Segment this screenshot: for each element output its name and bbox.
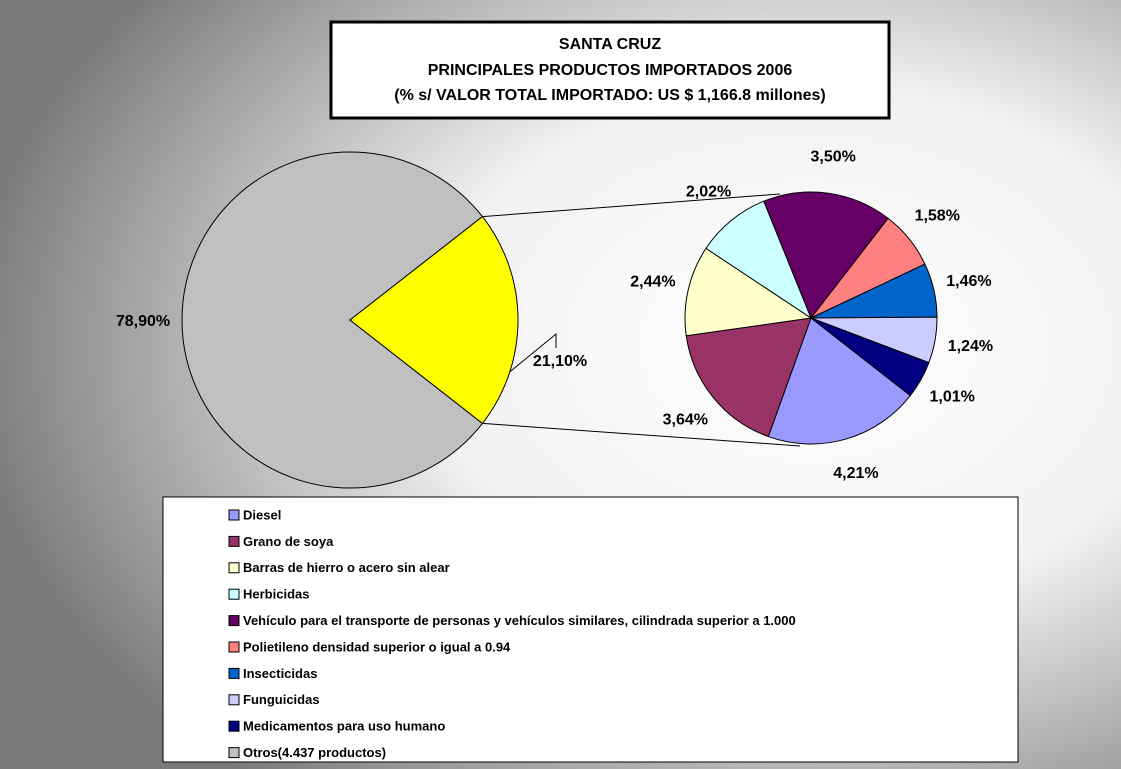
legend-label: Barras de hierro o acero sin alear <box>243 560 450 575</box>
legend-label: Vehículo para el transporte de personas … <box>243 613 796 628</box>
pie-slice <box>763 191 889 319</box>
data-label: 1,01% <box>929 389 974 406</box>
data-label: 78,90% <box>116 313 170 330</box>
data-label: 4,21% <box>833 465 878 482</box>
legend-label: Insecticidas <box>243 666 317 681</box>
legend-swatch <box>228 667 240 679</box>
connector-line <box>482 422 801 447</box>
pie-slice <box>684 247 813 337</box>
legend-swatch <box>228 694 240 706</box>
data-label: 2,02% <box>686 184 731 201</box>
legend-label: Otros(4.437 productos) <box>243 745 386 760</box>
legend-label: Diesel <box>243 507 281 522</box>
pie-slice <box>349 215 519 425</box>
leader-line <box>509 332 557 373</box>
legend-swatch <box>228 535 240 547</box>
chart-title: SANTA CRUZ <box>559 36 661 53</box>
chart-title: PRINCIPALES PRODUCTOS IMPORTADOS 2006 <box>428 62 793 79</box>
data-label: 2,44% <box>630 274 675 291</box>
data-label: 1,24% <box>948 338 993 355</box>
legend-swatch <box>228 720 240 732</box>
legend-swatch <box>228 747 240 759</box>
legend-swatch <box>228 588 240 600</box>
legend-swatch <box>228 562 240 574</box>
legend-label: Funguicidas <box>243 692 320 707</box>
data-label: 3,64% <box>663 411 708 428</box>
pie-slice <box>705 200 813 320</box>
legend-swatch <box>228 641 240 653</box>
legend-label: Grano de soya <box>243 534 334 549</box>
legend-swatch <box>228 615 240 627</box>
legend-box <box>162 496 1019 763</box>
title-box <box>329 20 891 120</box>
pie-slice <box>810 317 930 397</box>
chart-title: (% s/ VALOR TOTAL IMPORTADO: US $ 1,166.… <box>394 87 825 104</box>
connector-line <box>482 193 781 218</box>
data-label: 1,46% <box>946 273 991 290</box>
pie-slice <box>685 317 812 438</box>
data-label: 21,10% <box>533 353 587 370</box>
pie-slice <box>767 317 912 445</box>
pie-slice <box>181 151 484 489</box>
legend-label: Herbicidas <box>243 587 309 602</box>
legend-label: Polietileno densidad superior o igual a … <box>243 639 511 654</box>
legend-label: Medicamentos para uso humano <box>243 719 445 734</box>
legend-swatch <box>228 509 240 521</box>
data-label: 3,50% <box>810 149 855 166</box>
data-label: 1,58% <box>915 208 960 225</box>
